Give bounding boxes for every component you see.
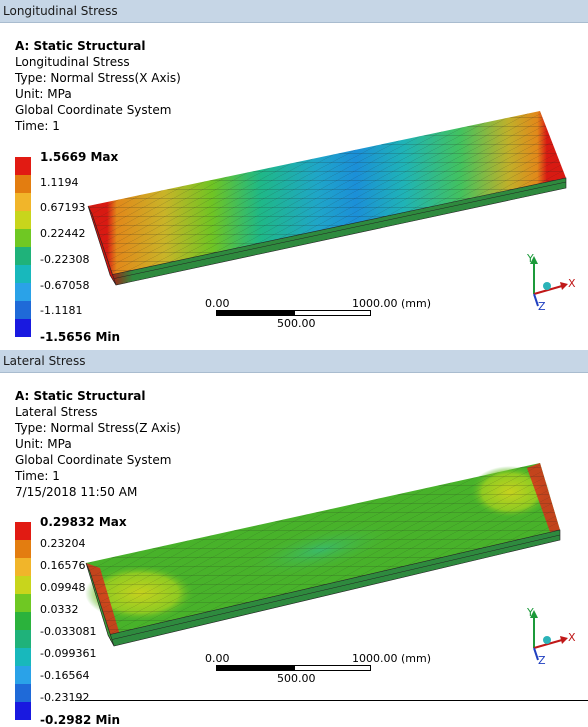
legend-swatch [15,247,31,265]
legend-value-label: 0.16576 [40,559,86,572]
bottom-divider [75,700,588,701]
beam-grid [88,111,566,275]
legend-swatch [15,594,31,612]
scale-right-label: 1000.00 (mm) [352,297,431,310]
legend-swatch [15,648,31,666]
model-view[interactable] [0,350,588,702]
legend-swatch [15,229,31,247]
scale-ruler: 0.00 1000.00 (mm) 500.00 [205,297,445,330]
legend-max-label: 1.5669 Max [40,150,119,164]
beam-side-line [111,181,567,280]
legend-swatch [15,630,31,648]
scale-ruler: 0.00 1000.00 (mm) 500.00 [205,652,445,685]
z-axis-label: Z [538,654,546,667]
scale-bar-light [294,310,371,316]
y-axis-label: Y [526,606,534,619]
legend-swatch [15,319,31,337]
legend-swatch [15,612,31,630]
legend-swatch [15,522,31,540]
legend-value-label: -0.16564 [40,669,90,682]
legend-swatch [15,301,31,319]
scale-left-label: 0.00 [205,297,230,310]
legend-swatch [15,265,31,283]
result-name: Lateral Stress [15,405,98,419]
legend-swatch [15,702,31,720]
result-type: Type: Normal Stress(X Axis) [15,71,181,85]
result-info: A: Static Structural Lateral Stress Type… [15,388,181,500]
axis-triad[interactable]: Y X Z [520,252,580,314]
legend-value-label: -0.22308 [40,252,90,266]
legend-value-label: -0.099361 [40,647,97,660]
coordinate-system: Global Coordinate System [15,453,172,467]
analysis-name: A: Static Structural [15,389,146,403]
lateral-stress-panel: Lateral Stress A: Static Structural Late… [0,350,588,727]
legend-value-label: 0.09948 [40,581,86,594]
legend-swatch [15,684,31,702]
beam-end-face [87,205,117,286]
coordinate-system: Global Coordinate System [15,103,172,117]
beam-end-face [85,562,115,647]
legend-swatch [15,193,31,211]
legend-value-label: 0.0332 [40,603,79,616]
result-time: Time: 1 [15,119,60,133]
legend-swatch [15,211,31,229]
legend-value-label: -1.1181 [40,304,83,318]
legend-swatch [15,540,31,558]
scale-bar-light [294,665,371,671]
axis-triad[interactable]: Y X Z [520,606,580,668]
scale-bar-dark [216,665,294,671]
z-axis-label: Z [538,300,546,313]
legend-value-label: -0.033081 [40,625,97,638]
scale-right-label: 1000.00 (mm) [352,652,431,665]
legend-swatch [15,157,31,175]
legend-max-label: 0.29832 Max [40,515,127,529]
result-timestamp: 7/15/2018 11:50 AM [15,485,138,499]
legend-swatch [15,175,31,193]
beam-grid [86,463,560,635]
result-unit: Unit: MPa [15,87,72,101]
legend-value-label: -0.67058 [40,278,90,292]
legend-min-label: -0.2982 Min [40,713,121,727]
legend-value-label: 0.67193 [40,201,86,215]
legend-value-label: 0.23204 [40,537,86,550]
result-type: Type: Normal Stress(Z Axis) [15,421,181,435]
scale-bar-dark [216,310,294,316]
result-name: Longitudinal Stress [15,55,130,69]
legend-swatch [15,558,31,576]
scale-left-label: 0.00 [205,652,230,665]
x-axis-label: X [568,631,576,644]
legend-swatch [15,576,31,594]
beam-side-line [109,534,561,641]
y-axis-label: Y [526,252,534,265]
scale-mid-label: 500.00 [277,672,316,685]
scale-mid-label: 500.00 [277,317,316,330]
result-unit: Unit: MPa [15,437,72,451]
x-axis-label: X [568,277,576,290]
result-time: Time: 1 [15,469,60,483]
legend-value-label: 1.1194 [40,175,79,189]
legend-swatch [15,283,31,301]
panel-title: Longitudinal Stress [0,0,588,23]
analysis-name: A: Static Structural [15,39,146,53]
result-info: A: Static Structural Longitudinal Stress… [15,38,181,134]
legend-swatch [15,666,31,684]
legend-value-label: 0.22442 [40,227,86,241]
model-view[interactable] [0,0,588,350]
panel-title: Lateral Stress [0,350,588,373]
legend-min-label: -1.5656 Min [40,330,121,344]
longitudinal-stress-panel: Longitudinal Stress A: Static Structural… [0,0,588,350]
